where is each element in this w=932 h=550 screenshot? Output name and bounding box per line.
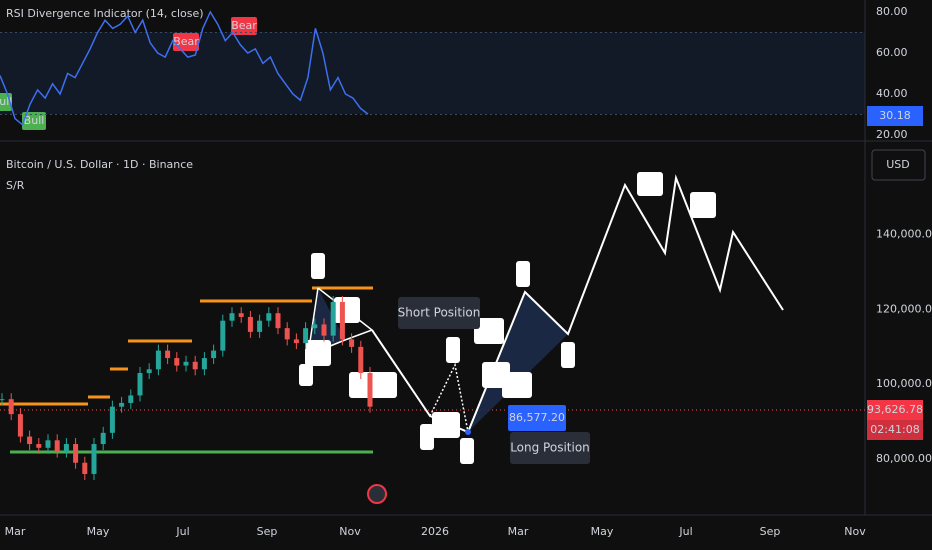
candle — [266, 313, 272, 321]
rsi-tick-label: 80.00 — [876, 5, 908, 18]
candle — [229, 313, 235, 321]
candle — [257, 320, 263, 332]
bear-label: Bear — [173, 35, 199, 48]
candle — [100, 432, 106, 445]
candle — [45, 440, 51, 448]
entry-price: 86,577.20 — [509, 411, 565, 424]
sr-lines — [0, 286, 373, 454]
rsi-title: RSI Divergence Indicator (14, close) — [6, 7, 204, 20]
candle — [275, 313, 281, 329]
candle — [339, 302, 345, 340]
time-tick-label: Mar — [5, 525, 26, 538]
time-tick-label: Sep — [760, 525, 781, 538]
candle — [303, 328, 309, 344]
time-tick-label: 2026 — [421, 525, 449, 538]
price-tick-label: 100,000.00 — [876, 377, 932, 390]
time-tick-label: Nov — [339, 525, 361, 538]
time-tick-label: Jul — [175, 525, 189, 538]
symbol-title: Bitcoin / U.S. Dollar · 1D · Binance — [6, 158, 193, 171]
candle — [312, 324, 318, 329]
candle — [238, 313, 244, 317]
time-tick-label: Mar — [508, 525, 529, 538]
candle — [201, 358, 207, 370]
candle — [137, 373, 143, 396]
candle — [247, 316, 253, 332]
candle — [321, 324, 327, 336]
rsi-line — [0, 10, 369, 127]
rsi-last: 30.18 — [879, 109, 911, 122]
time-tick-label: Jul — [678, 525, 692, 538]
candle — [358, 346, 364, 374]
candle — [183, 361, 189, 366]
price-tick-label: 80,000.00 — [876, 452, 932, 465]
short-position-tag — [398, 297, 480, 329]
time-tick-label: Sep — [257, 525, 278, 538]
candle — [128, 395, 134, 403]
short-position: Short Position — [398, 306, 481, 320]
candle — [8, 399, 14, 415]
candle — [367, 373, 373, 407]
candle — [155, 350, 161, 370]
last-price: 93,626.78 — [867, 403, 923, 416]
bull-label: Bull — [24, 114, 45, 127]
candle — [17, 414, 23, 437]
bear-label: Bear — [231, 19, 257, 32]
candle — [220, 320, 226, 351]
rsi-tick-label: 40.00 — [876, 87, 908, 100]
currency-button[interactable] — [871, 149, 926, 181]
long-position: Long Position — [510, 441, 590, 455]
candle — [284, 328, 290, 340]
candle — [109, 406, 115, 433]
currency[interactable]: USD — [886, 158, 910, 171]
rsi-band — [0, 32, 865, 114]
projection — [299, 172, 784, 464]
countdown-tag — [867, 420, 923, 440]
candle — [82, 462, 88, 474]
candle — [91, 444, 97, 474]
candle — [165, 350, 171, 359]
time-tick-label: May — [87, 525, 110, 538]
time-tick-label: May — [591, 525, 614, 538]
indicator-name: S/R — [6, 179, 25, 192]
candle — [174, 358, 180, 366]
candle — [119, 402, 125, 407]
candle — [27, 436, 33, 445]
candle — [54, 440, 60, 452]
candle — [36, 444, 42, 448]
entry-tag — [508, 405, 566, 431]
candle — [192, 361, 198, 370]
rsi-tick-label: 20.00 — [876, 128, 908, 141]
candle — [63, 444, 69, 452]
rsi-tick-label: 60.00 — [876, 46, 908, 59]
candle — [0, 399, 5, 401]
candle — [73, 444, 79, 463]
time-tick-label: Nov — [844, 525, 866, 538]
candle — [146, 369, 152, 374]
event-icon[interactable] — [367, 484, 387, 504]
candle — [330, 302, 336, 336]
candle — [349, 339, 355, 347]
last-price-tag — [867, 400, 923, 420]
long-position-tag — [510, 432, 590, 464]
countdown: 02:41:08 — [870, 423, 919, 436]
price-tick-label: 120,000.00 — [876, 302, 932, 315]
rsi-last-tag — [867, 106, 923, 126]
candle — [293, 339, 299, 344]
candle — [211, 350, 217, 359]
price-tick-label: 140,000.00 — [876, 228, 932, 241]
